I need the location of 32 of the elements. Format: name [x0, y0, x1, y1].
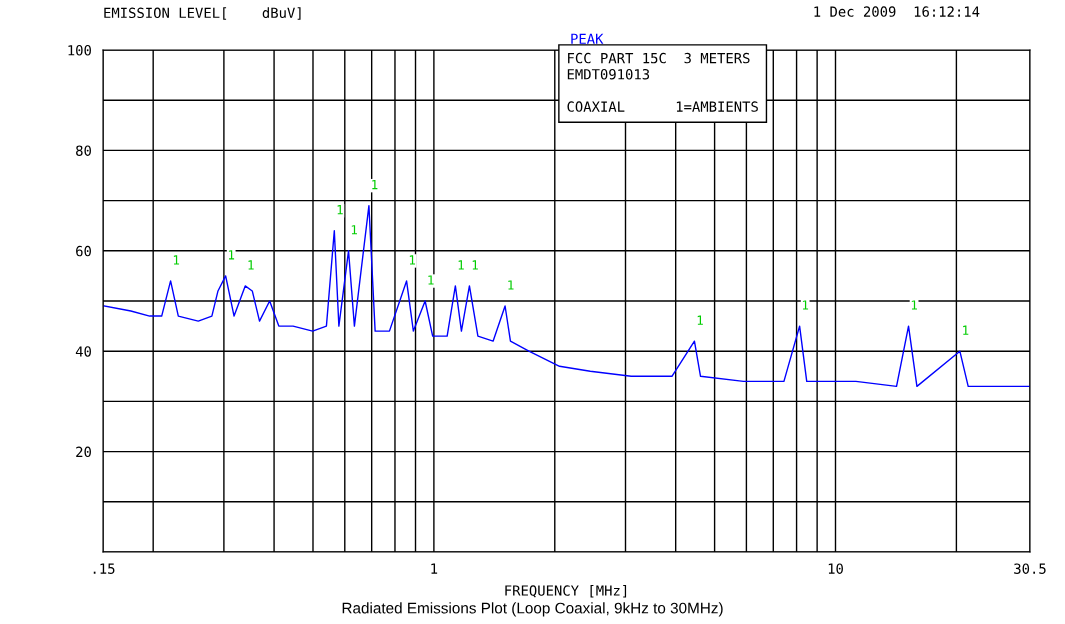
annotation: 1: [428, 275, 434, 285]
annotation: 1: [697, 315, 703, 325]
annotation: 1: [963, 325, 969, 335]
annotation: FCC PART 15C 3 METERS: [568, 52, 750, 64]
annotation: 1: [458, 260, 464, 270]
annotation: 1: [228, 250, 235, 260]
x-tick-label: 30.5: [1014, 563, 1046, 574]
annotation: COAXIAL 1=AMBIENTS: [567, 101, 758, 112]
annotation: 1: [248, 260, 254, 270]
annotation: 1: [372, 180, 378, 190]
x-tick-label: .15: [93, 563, 115, 574]
x-tick-label: 10: [828, 563, 843, 574]
x-axis-title: FREQUENCY [MHz]: [505, 585, 627, 598]
annotation: 1: [508, 280, 514, 290]
text: 1 Dec 2009 16:12:14: [814, 6, 980, 17]
annotation: 1: [911, 300, 917, 310]
y-tick-label: 60: [76, 245, 91, 257]
text: PEAK: [571, 33, 604, 44]
text: Radiated Emissions Plot (Loop Coaxial, 9kHz to 30MHz): [342, 602, 723, 617]
y-tick-label: 20: [76, 446, 91, 458]
y-tick-label: 40: [75, 346, 91, 357]
annotation: 1: [472, 260, 478, 270]
y-tick-label: 100: [68, 45, 91, 56]
y-axis-title: EMISSION LEVEL[ dBuV]: [104, 7, 301, 20]
annotation: 1: [802, 300, 809, 310]
annotation: 1: [351, 225, 357, 235]
annotation: EMDT091013: [567, 69, 650, 80]
annotation: 1: [409, 255, 416, 265]
annotation: 1: [173, 255, 180, 265]
x-tick-label: 1: [431, 563, 438, 574]
annotation: 1: [337, 205, 343, 215]
y-tick-label: 80: [76, 145, 91, 156]
